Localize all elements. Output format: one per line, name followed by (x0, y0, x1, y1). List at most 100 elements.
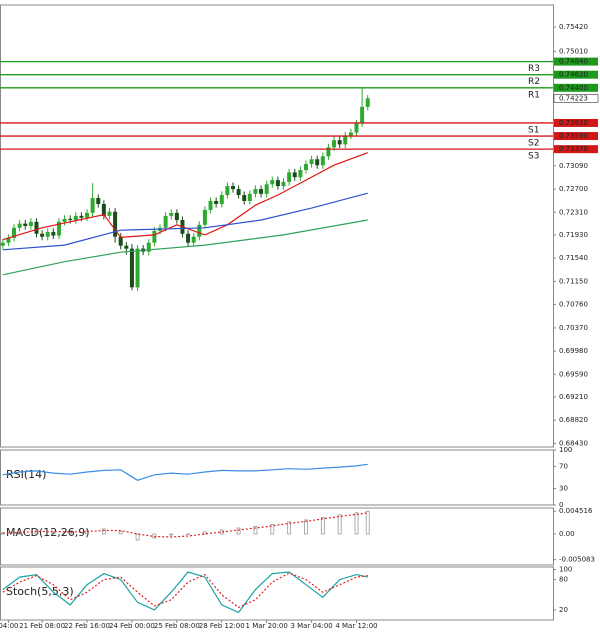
candle-body (96, 198, 101, 204)
level-label: 0.73370 (559, 145, 588, 153)
candle-body (191, 236, 196, 243)
x-tick-label: 25 Feb 08:00 (154, 622, 200, 630)
y-tick-label: 70 (559, 463, 568, 471)
panel-title: MACD(12,26,9) (6, 526, 90, 539)
candle-body (174, 212, 179, 221)
candle-body (17, 223, 22, 228)
histogram-bar (337, 514, 342, 535)
candle-body (45, 231, 50, 237)
y-tick-label: 0.71540 (559, 254, 588, 262)
histogram-bar (135, 533, 140, 541)
candle-body (219, 195, 224, 204)
histogram-bar (169, 533, 174, 536)
y-tick-label: 0.004516 (559, 507, 593, 515)
panel-frame (0, 566, 554, 621)
candle-body (163, 215, 168, 228)
candle-body (326, 147, 331, 157)
candle-body (118, 236, 123, 246)
y-tick-label: 0.69590 (559, 370, 588, 378)
candle-body (236, 189, 241, 196)
candle-body (68, 218, 73, 221)
level-box (554, 145, 598, 154)
histogram-bar (320, 516, 325, 535)
x-tick-label: 4 Mar 12:00 (335, 622, 377, 630)
candle-body (101, 203, 106, 216)
y-tick-label: 0.72700 (559, 185, 588, 193)
indicator-line (2, 571, 368, 614)
candle-body (360, 106, 365, 124)
level-box (554, 132, 598, 141)
candle-body (129, 248, 134, 288)
candle-body (332, 140, 337, 148)
last-price-label: 0.74223 (559, 94, 588, 102)
y-tick-label: 0 (559, 501, 563, 509)
x-tick-label: 28 Feb 12:00 (199, 622, 245, 630)
candle-body (107, 211, 112, 216)
candle-body (225, 186, 230, 196)
level-name: R3 (528, 64, 540, 74)
histogram-bar (304, 519, 308, 535)
histogram-bar (287, 521, 292, 535)
candle-body (292, 172, 297, 178)
histogram-bar (365, 510, 370, 535)
candle-body (309, 159, 314, 165)
level-label: 0.74840 (559, 58, 588, 66)
histogram-bar (101, 528, 106, 535)
candle-body (12, 227, 17, 238)
histogram-bar (236, 527, 241, 535)
signal-line (2, 512, 368, 538)
candle-body (365, 98, 370, 107)
y-tick-label: 0.73090 (559, 162, 588, 170)
x-tick-label: 04:00 (0, 622, 19, 630)
panel-title: RSI(14) (6, 468, 46, 481)
candle-body (51, 231, 56, 236)
candle-body (73, 215, 78, 221)
y-tick-label: 100 (559, 566, 572, 574)
level-box (554, 83, 598, 92)
y-tick-label: 0.75420 (559, 23, 588, 31)
y-tick-label: 0.70370 (559, 324, 588, 332)
candle-body (113, 211, 118, 237)
histogram-bar (354, 512, 359, 535)
candle-body (348, 132, 353, 136)
moving-average (2, 152, 368, 241)
candle-body (315, 159, 320, 166)
candle-body (320, 156, 325, 166)
histogram-bar (186, 533, 190, 535)
candle-body (303, 164, 308, 171)
candle-body (343, 135, 348, 145)
candle-body (90, 198, 95, 213)
x-tick-label: 3 Mar 04:00 (290, 622, 332, 630)
candle-body (264, 184, 269, 194)
candle-body (34, 221, 39, 234)
indicator-line (2, 463, 368, 481)
histogram-bar (118, 531, 123, 535)
y-tick-label: 20 (559, 606, 568, 614)
candle-body (146, 242, 151, 252)
moving-average (2, 192, 368, 251)
y-tick-label: 0.71930 (559, 231, 588, 239)
x-tick-label: 24 Feb 00:00 (109, 622, 155, 630)
level-name: S1 (528, 125, 539, 135)
y-tick-label: 30 (559, 485, 568, 493)
candle-body (281, 181, 286, 187)
candle-body (0, 242, 5, 246)
candle-body (135, 248, 140, 288)
candle-body (270, 180, 275, 185)
candle-body (230, 186, 235, 190)
y-tick-label: 0.70760 (559, 301, 588, 309)
level-label: 0.74400 (559, 84, 588, 92)
candle-body (6, 237, 11, 243)
candle-body (124, 245, 129, 249)
level-name: S2 (528, 139, 539, 149)
x-tick-label: 1 Mar 20:00 (246, 622, 288, 630)
last-price-box (553, 94, 599, 103)
histogram-bar (203, 531, 207, 535)
candle-body (23, 223, 28, 226)
candle-body (337, 140, 342, 145)
y-tick-label: 0.71150 (559, 277, 588, 285)
candle-body (28, 221, 33, 226)
candle-body (197, 224, 202, 237)
panel-frame (0, 4, 554, 448)
level-name: R2 (528, 77, 540, 87)
